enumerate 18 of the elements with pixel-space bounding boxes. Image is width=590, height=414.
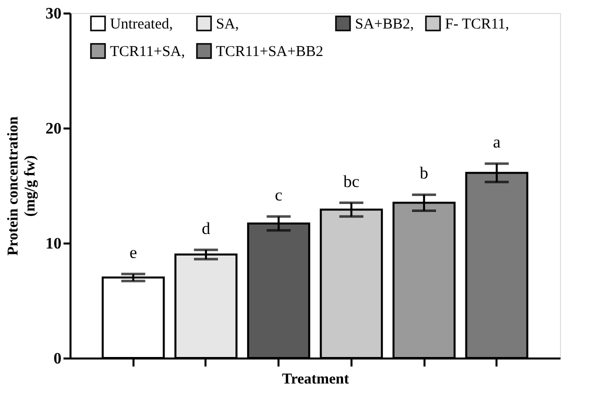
annotation: bc	[343, 172, 360, 191]
y-tick-label: 30	[46, 6, 62, 22]
legend-label: F- TCR11,	[445, 16, 510, 32]
legend-label: TCR11+SA+BB2	[216, 44, 324, 60]
legend-label: Untreated,	[110, 16, 173, 32]
legend-label: SA+BB2,	[355, 16, 414, 32]
legend-label: SA,	[216, 16, 239, 32]
annotation: c	[274, 186, 283, 205]
annotation: d	[202, 218, 211, 238]
y-tick-label: 0	[54, 350, 62, 368]
annotation: b	[420, 164, 428, 183]
y-tick-label: 20	[46, 120, 62, 138]
annotation: e	[129, 243, 138, 262]
y-axis-title: Protein concentration (mg/g fw)	[6, 116, 38, 256]
x-axis-title: Treatment	[282, 372, 349, 388]
y-tick-label: 10	[46, 236, 62, 252]
annotation: a	[492, 132, 501, 152]
legend-label: TCR11+SA,	[110, 44, 185, 60]
